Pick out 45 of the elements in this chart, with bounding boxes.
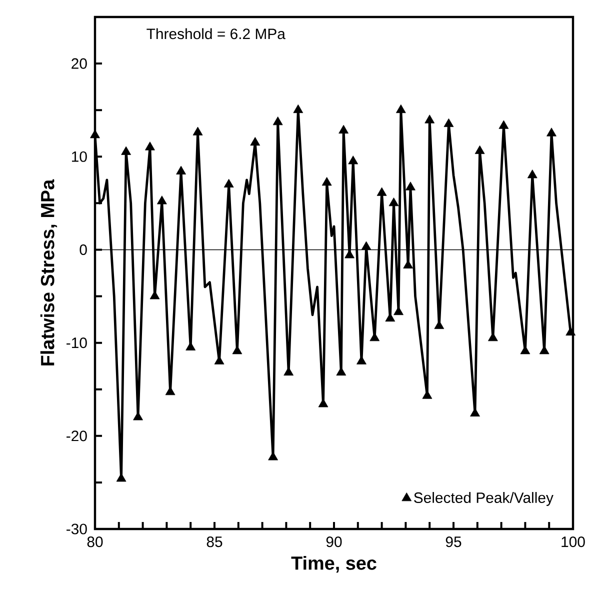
point [268, 452, 278, 460]
x-tick-label: 95 [446, 536, 462, 548]
point [224, 178, 234, 188]
point [388, 198, 399, 206]
point [133, 412, 143, 420]
point [156, 196, 167, 204]
y-tick-label: 0 [80, 244, 87, 256]
x-tick-label: 90 [326, 536, 342, 548]
y-tick-label: -20 [66, 430, 87, 442]
point [336, 366, 346, 376]
legend-label: Selected Peak/Valley [414, 492, 554, 506]
point [322, 177, 332, 186]
x-tick-label: 100 [562, 536, 585, 548]
point [344, 250, 354, 258]
point [121, 146, 132, 155]
annotation: Threshold = 6.2 MPa [146, 28, 286, 40]
point [406, 182, 416, 190]
y-tick-label: -10 [66, 338, 87, 348]
y-tick-label: 10 [72, 151, 87, 162]
point [424, 114, 435, 124]
point [396, 104, 406, 114]
point [361, 241, 372, 250]
x-tick-label: 85 [206, 536, 222, 548]
x-tick-label: 80 [87, 536, 103, 548]
y-axis-title: Flatwise Stress, MPa [40, 179, 58, 366]
point [422, 390, 432, 399]
point [566, 326, 576, 336]
point [498, 120, 509, 129]
y-tick-label: 20 [72, 58, 87, 69]
point [348, 156, 358, 164]
point [145, 142, 155, 150]
point [272, 116, 283, 126]
y-tick-label: -30 [66, 524, 87, 534]
point [293, 104, 304, 114]
point [192, 126, 203, 136]
point [527, 170, 538, 178]
x-axis-title: Time, sec [291, 556, 376, 573]
point [90, 130, 100, 138]
point [338, 124, 349, 134]
point [376, 187, 387, 196]
point [444, 118, 454, 127]
point [474, 145, 485, 154]
point [546, 128, 556, 136]
point [250, 136, 260, 146]
point [176, 166, 186, 174]
